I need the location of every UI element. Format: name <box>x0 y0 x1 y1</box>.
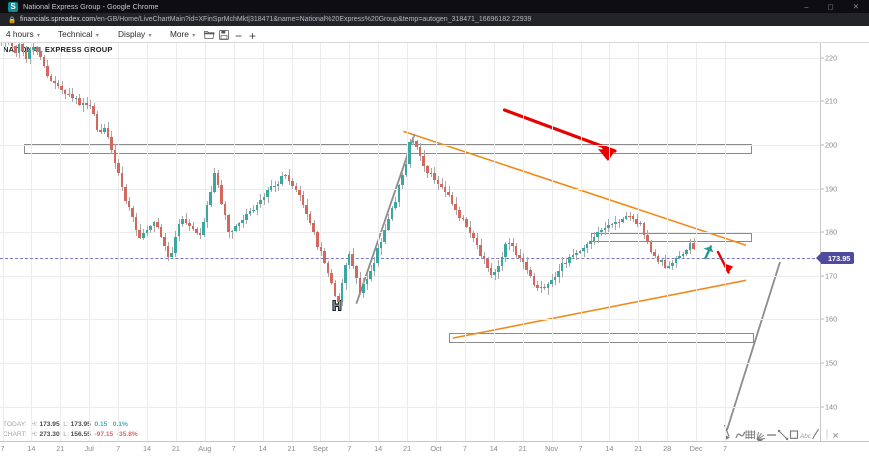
svg-text:✕: ✕ <box>832 431 839 441</box>
